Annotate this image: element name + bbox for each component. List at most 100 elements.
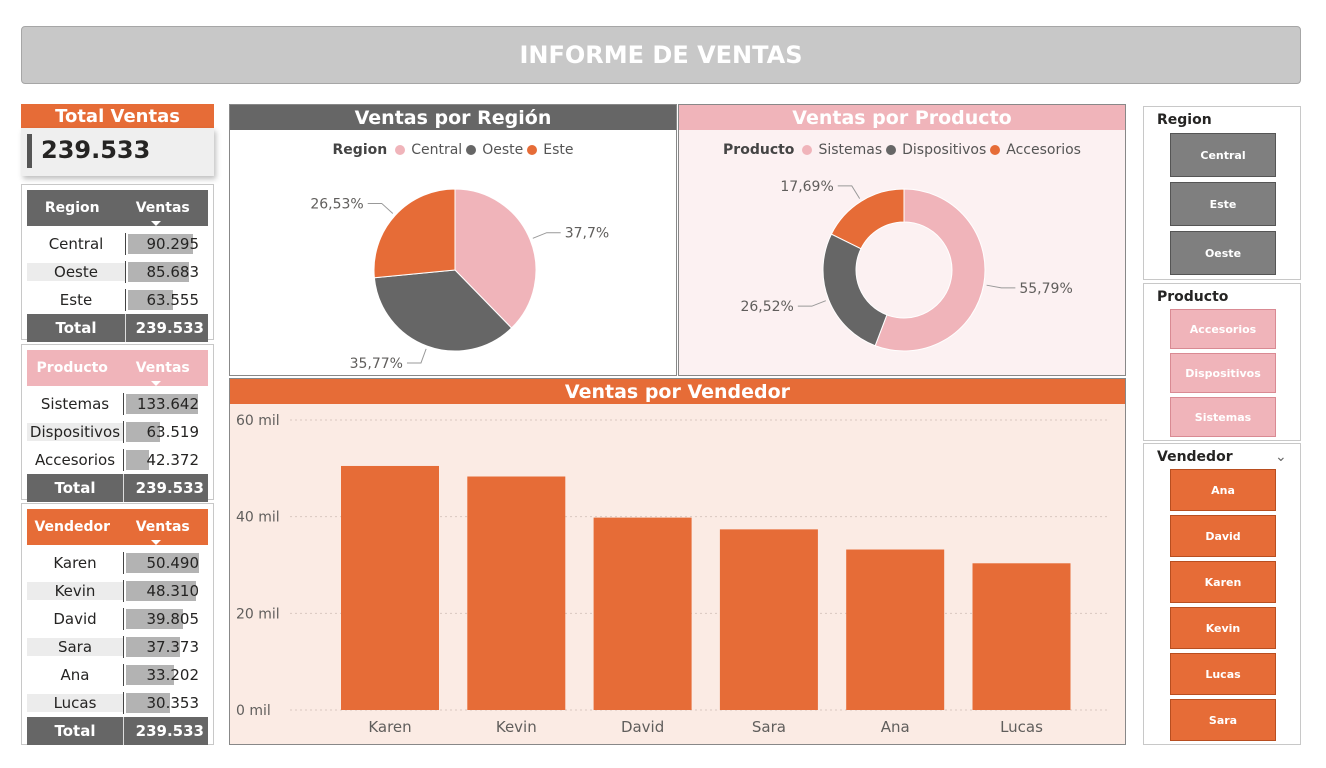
table-row[interactable]: Dispositivos 63.519 [22,418,213,446]
region-pie-svg: 37,7% 35,77% 26,53% [310,188,609,372]
ventas-col-header[interactable]: Ventas [118,519,209,545]
row-label: Karen [53,554,97,572]
row-label: Sara [27,638,123,656]
table-row[interactable]: Sara 37.373 [22,633,213,661]
vendedor-slicer: Vendedor ⌄ Ana David Karen Kevin Lucas Sara [1143,443,1301,745]
seller-table: Vendedor Ventas Karen 50.490 Kevin 48.310 Da… [21,503,214,745]
bar-kevin[interactable] [467,476,566,710]
vendedor-col-header[interactable]: Vendedor [34,519,111,535]
slicer-button-este[interactable]: Este [1170,182,1276,226]
data-label: 26,53% [310,196,363,212]
sort-desc-icon [150,221,161,226]
ventas-col-header[interactable]: Ventas [118,200,209,226]
slicer-button-lucas[interactable]: Lucas [1170,653,1276,695]
ventas-col-header[interactable]: Ventas [118,360,209,386]
legend-title: Producto [723,142,795,158]
leader-line [532,232,561,239]
slicer-button-david[interactable]: David [1170,515,1276,557]
row-label: Ana [60,666,90,684]
total-label: Total [55,319,97,337]
bar-karen[interactable] [341,465,439,710]
leader-line [837,185,861,199]
seller-table-header[interactable]: Vendedor Ventas [27,509,208,545]
data-label: 17,69% [780,179,833,195]
bar-lucas[interactable] [972,563,1071,710]
slicer-button-karen[interactable]: Karen [1170,561,1276,603]
data-label: 26,52% [740,299,793,315]
product-table-header[interactable]: Producto Ventas [27,350,208,386]
bar-sara[interactable] [719,529,818,710]
slicer-button-sara[interactable]: Sara [1170,699,1276,741]
table-row[interactable]: David 39.805 [22,605,213,633]
data-label: 35,77% [350,356,403,372]
slicer-button-accesorios[interactable]: Accesorios [1170,309,1276,349]
bar-ana[interactable] [846,549,945,710]
legend-item[interactable]: Dispositivos [902,142,987,158]
row-value: 133.642 [136,395,199,413]
region-col-header[interactable]: Region [44,200,100,216]
chevron-down-icon[interactable]: ⌄ [1275,449,1287,465]
slicer-button-ana[interactable]: Ana [1170,469,1276,511]
slicer-button-kevin[interactable]: Kevin [1170,607,1276,649]
legend-title: Region [332,142,388,158]
table-total-row: Total 239.533 [27,314,208,342]
table-row[interactable]: Accesorios 42.372 [22,446,213,474]
row-label: Lucas [27,694,123,712]
table-row[interactable]: Oeste 85.683 [22,258,213,286]
row-value: 37.373 [146,638,200,656]
seller-table-body: Karen 50.490 Kevin 48.310 David 39.805 Sara 37.… [22,549,213,745]
table-row[interactable]: Sistemas 133.642 [22,390,213,418]
producto-col-header[interactable]: Producto [36,360,108,376]
table-row[interactable]: Este 63.555 [22,286,213,314]
table-row[interactable]: Karen 50.490 [22,549,213,577]
leader-line [406,348,427,364]
seller-bar-svg: 0 mil 20 mil 40 mil 60 mil Karen Kevin David Sa… [236,413,1110,736]
legend-item[interactable]: Accesorios [1006,142,1081,158]
legend-item[interactable]: Sistemas [818,142,883,158]
row-label: Central [48,235,104,253]
legend-item[interactable]: Central [411,142,463,158]
table-row[interactable]: Central 90.295 [22,230,213,258]
leader-line [797,300,826,307]
row-value-cell: 30.353 [123,692,203,714]
total-value-cell: 239.533 [125,314,208,342]
total-value: 239.533 [135,722,204,740]
slicer-button-dispositivos[interactable]: Dispositivos [1170,353,1276,393]
row-value-cell: 48.310 [123,580,203,602]
legend-dot-icon [886,145,897,155]
legend-item[interactable]: Oeste [482,142,524,158]
kpi-title: Total Ventas [21,104,214,128]
row-value-cell: 63.519 [123,421,203,443]
data-bar [128,290,173,310]
bar-david[interactable] [593,517,692,710]
page-title: INFORME DE VENTAS [21,26,1301,84]
pie-slice-sistemas[interactable] [874,188,986,352]
total-value: 239.533 [135,479,204,497]
product-table: Producto Ventas Sistemas 133.642 Dispositi… [21,344,214,502]
seller-chart: Ventas por Vendedor 0 mil 20 mil 40 mil 60 … [229,378,1126,745]
total-label: Total [54,722,96,740]
pie-slice-oeste[interactable] [373,269,513,352]
row-label: David [53,610,97,628]
table-total-row: Total 239.533 [27,474,208,502]
leader-line [986,284,1016,289]
row-value: 63.555 [146,291,200,309]
kpi-card: 239.533 [21,128,214,176]
data-bar [126,422,160,442]
slicer-button-central[interactable]: Central [1170,133,1276,177]
table-row[interactable]: Ana 33.202 [22,661,213,689]
slicer-button-sistemas[interactable]: Sistemas [1170,397,1276,437]
region-table-header[interactable]: Region Ventas [27,190,208,226]
kpi-accent-bar [27,134,32,168]
table-row[interactable]: Kevin 48.310 [22,577,213,605]
row-value-cell: 63.555 [125,289,203,311]
slicer-button-oeste[interactable]: Oeste [1170,231,1276,275]
row-value: 48.310 [146,582,200,600]
pie-slice-central[interactable] [454,188,537,329]
table-row[interactable]: Lucas 30.353 [22,689,213,717]
legend-item[interactable]: Este [543,142,574,158]
pie-slice-dispositivos[interactable] [822,233,888,347]
pie-slice-este[interactable] [373,188,456,279]
pie-slice-accesorios[interactable] [830,188,905,250]
data-label: 37,7% [565,226,609,242]
